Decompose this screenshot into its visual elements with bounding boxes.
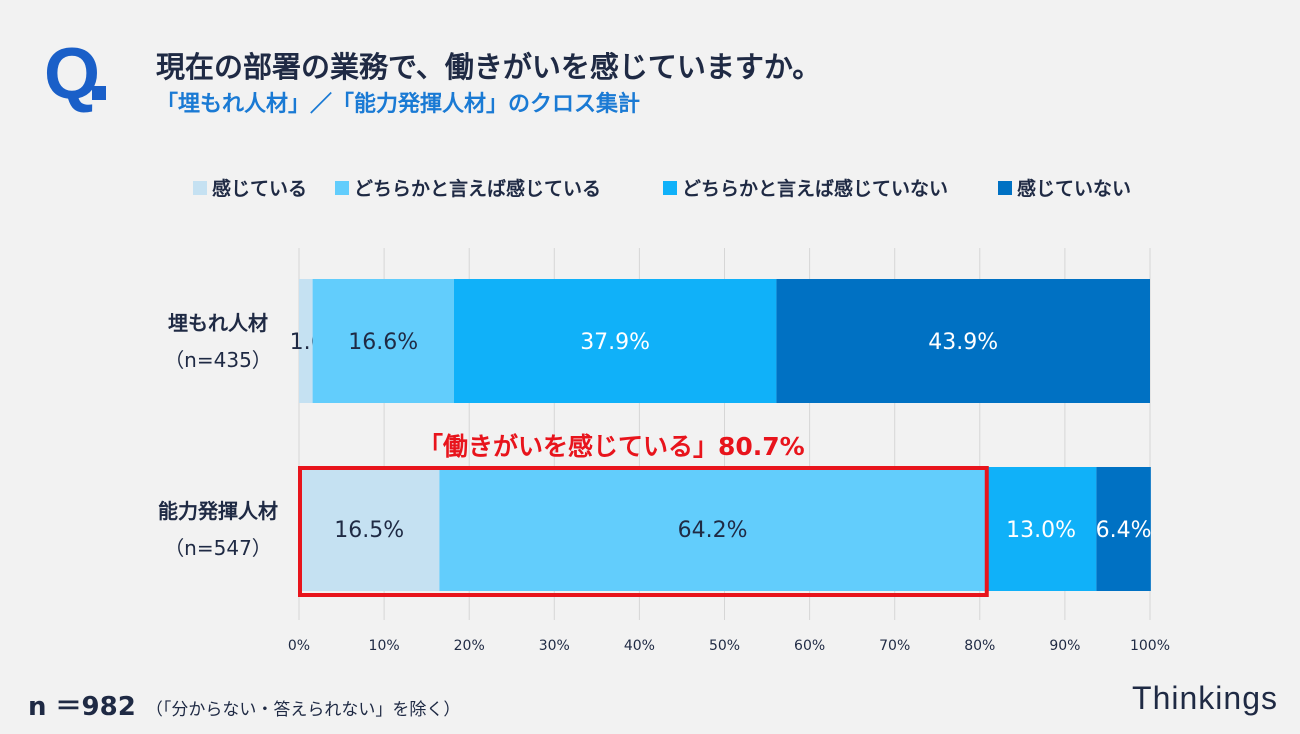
- legend-label: どちらかと言えば感じていない: [682, 177, 948, 200]
- x-tick-label: 80%: [964, 638, 995, 654]
- bar-segment: [1096, 467, 1151, 591]
- x-tick-label: 50%: [709, 638, 740, 654]
- legend-swatch: [193, 181, 207, 195]
- bar-segment: [299, 467, 440, 591]
- question-mark: Q: [44, 34, 100, 114]
- legend-swatch: [663, 181, 677, 195]
- x-tick-label: 20%: [454, 638, 485, 654]
- bar-segment: [776, 279, 1150, 403]
- question-subtitle: 「埋もれ人材」／「能力発揮人材」のクロス集計: [156, 92, 641, 117]
- x-tick-label: 30%: [539, 638, 570, 654]
- legend-swatch: [998, 181, 1012, 195]
- category-label: 能力発揮人材: [158, 499, 278, 523]
- category-label: 埋もれ人材: [168, 311, 268, 335]
- legend-label: 感じていない: [1017, 177, 1131, 200]
- bar-segment: [985, 467, 1097, 591]
- x-tick-label: 40%: [624, 638, 655, 654]
- data-label: 37.9%: [580, 330, 650, 355]
- data-label: 6.4%: [1096, 518, 1152, 543]
- data-label: 16.5%: [334, 518, 404, 543]
- bar-segment: [299, 279, 313, 403]
- highlight-box: [298, 466, 989, 597]
- question-dot-icon: [92, 86, 106, 100]
- legend-swatch: [335, 181, 349, 195]
- x-tick-label: 10%: [369, 638, 400, 654]
- brand-logo: Thinkings: [1132, 680, 1278, 716]
- category-n-label: （n=547）: [164, 536, 272, 560]
- x-tick-label: 0%: [288, 638, 310, 654]
- category-n-label: （n=435）: [164, 348, 272, 372]
- bar-segment: [439, 467, 986, 591]
- data-label: 16.6%: [348, 330, 418, 355]
- x-tick-label: 100%: [1130, 638, 1170, 654]
- sample-size-value: n ＝982: [28, 692, 136, 722]
- x-tick-label: 60%: [794, 638, 825, 654]
- data-label: 64.2%: [678, 518, 748, 543]
- legend-label: どちらかと言えば感じている: [354, 177, 601, 200]
- legend-label: 感じている: [212, 177, 307, 200]
- data-label: 43.9%: [928, 330, 998, 355]
- bar-segment: [453, 279, 777, 403]
- x-tick-label: 90%: [1049, 638, 1080, 654]
- sample-size-note: （「分からない・答えられない」を除く）: [145, 700, 461, 720]
- highlight-label: 「働きがいを感じている」80.7%: [418, 432, 805, 461]
- data-label: 13.0%: [1006, 518, 1076, 543]
- bar-segment: [312, 279, 454, 403]
- x-tick-label: 70%: [879, 638, 910, 654]
- question-title: 現在の部署の業務で、働きがいを感じていますか。: [156, 50, 822, 84]
- sample-size: n ＝982 （「分からない・答えられない」を除く）: [28, 686, 460, 723]
